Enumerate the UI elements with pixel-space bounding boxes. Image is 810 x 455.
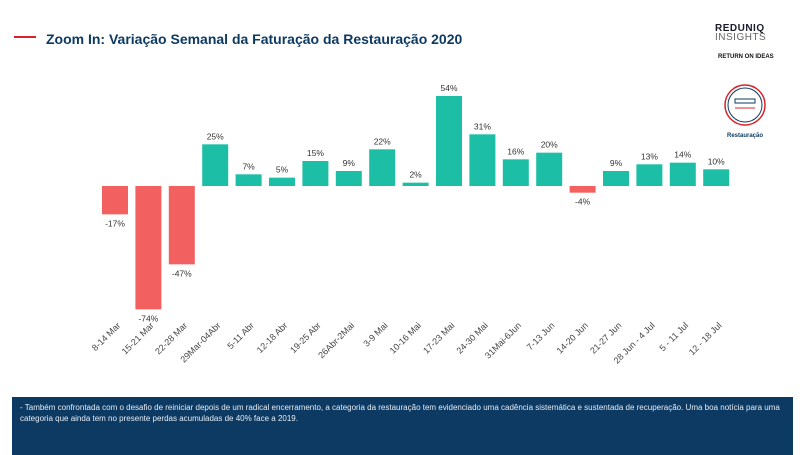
data-label: -47% [172, 268, 192, 278]
bar [636, 164, 663, 186]
bar [436, 95, 462, 186]
bar [269, 177, 295, 186]
x-tick-label: 21-27 Jun [588, 320, 623, 355]
bar [335, 170, 362, 186]
x-tick-label: 26Abr-2Mai [316, 320, 356, 360]
icon-ring [724, 84, 766, 126]
data-label: 16% [507, 146, 524, 156]
x-tick-label: 17-23 Mai [421, 320, 456, 355]
data-label: 9% [610, 158, 623, 168]
chart: Zoom In: Variação Semanal da Faturação d… [14, 23, 774, 366]
data-label: 31% [474, 121, 491, 131]
bar [135, 186, 162, 310]
bar [302, 160, 329, 186]
icon-ring-inner [727, 87, 763, 123]
bar [536, 152, 563, 186]
x-tick-label: 7-13 Jun [525, 320, 557, 352]
footer-note: - Também confrontada com o desafio de re… [12, 397, 793, 455]
x-tick-label: 12 - 18 Jul [687, 320, 724, 357]
x-tick-label: 15-21 Mar [120, 320, 156, 356]
x-tick-label: 12-18 Abr [255, 320, 290, 355]
data-label: 7% [242, 161, 255, 171]
data-label: -4% [575, 197, 591, 207]
x-tick-label: 5 - 11 Jul [657, 320, 690, 353]
data-label: 15% [307, 148, 324, 158]
data-label: -74% [138, 313, 158, 323]
x-tick-label: 24-30 Mai [454, 320, 489, 355]
chart-title: Zoom In: Variação Semanal da Faturação d… [46, 31, 462, 47]
data-label: 25% [207, 131, 224, 141]
bar [369, 149, 396, 186]
data-label: 22% [374, 136, 391, 146]
bar [235, 174, 262, 186]
data-label: 2% [409, 170, 422, 180]
bar [469, 134, 496, 186]
bar [669, 162, 696, 186]
x-tick-label: 14-20 Jun [555, 320, 590, 355]
data-label: 54% [440, 83, 457, 93]
bar [402, 182, 429, 186]
bar [603, 170, 629, 186]
data-label: 20% [541, 140, 558, 150]
x-tick-label: 3-9 Mai [361, 320, 389, 348]
data-label: 9% [343, 158, 356, 168]
icon-shape [734, 98, 756, 104]
icon-label: Restauração [727, 133, 763, 139]
x-tick-label: 8-14 Mar [90, 320, 123, 353]
bar [202, 144, 229, 186]
bar [703, 169, 730, 186]
data-label: 14% [674, 150, 691, 160]
data-label: 13% [641, 151, 658, 161]
data-label: 5% [276, 165, 289, 175]
bar [502, 159, 529, 186]
bar [168, 186, 195, 265]
data-label: -17% [105, 218, 125, 228]
x-tick-label: 19-25 Abr [288, 320, 323, 355]
x-tick-label: 31Mai-6Jun [483, 320, 523, 360]
data-label: 10% [708, 156, 725, 166]
tagline: RETURN ON IDEAS [718, 54, 774, 60]
brand-sub: INSIGHTS [715, 32, 766, 43]
x-tick-label: 5-11 Abr [225, 320, 256, 351]
x-tick-label: 10-16 Mai [388, 320, 423, 355]
brand-logo: REDUNIQ [715, 23, 765, 34]
bar [569, 186, 596, 193]
bar [102, 186, 128, 215]
